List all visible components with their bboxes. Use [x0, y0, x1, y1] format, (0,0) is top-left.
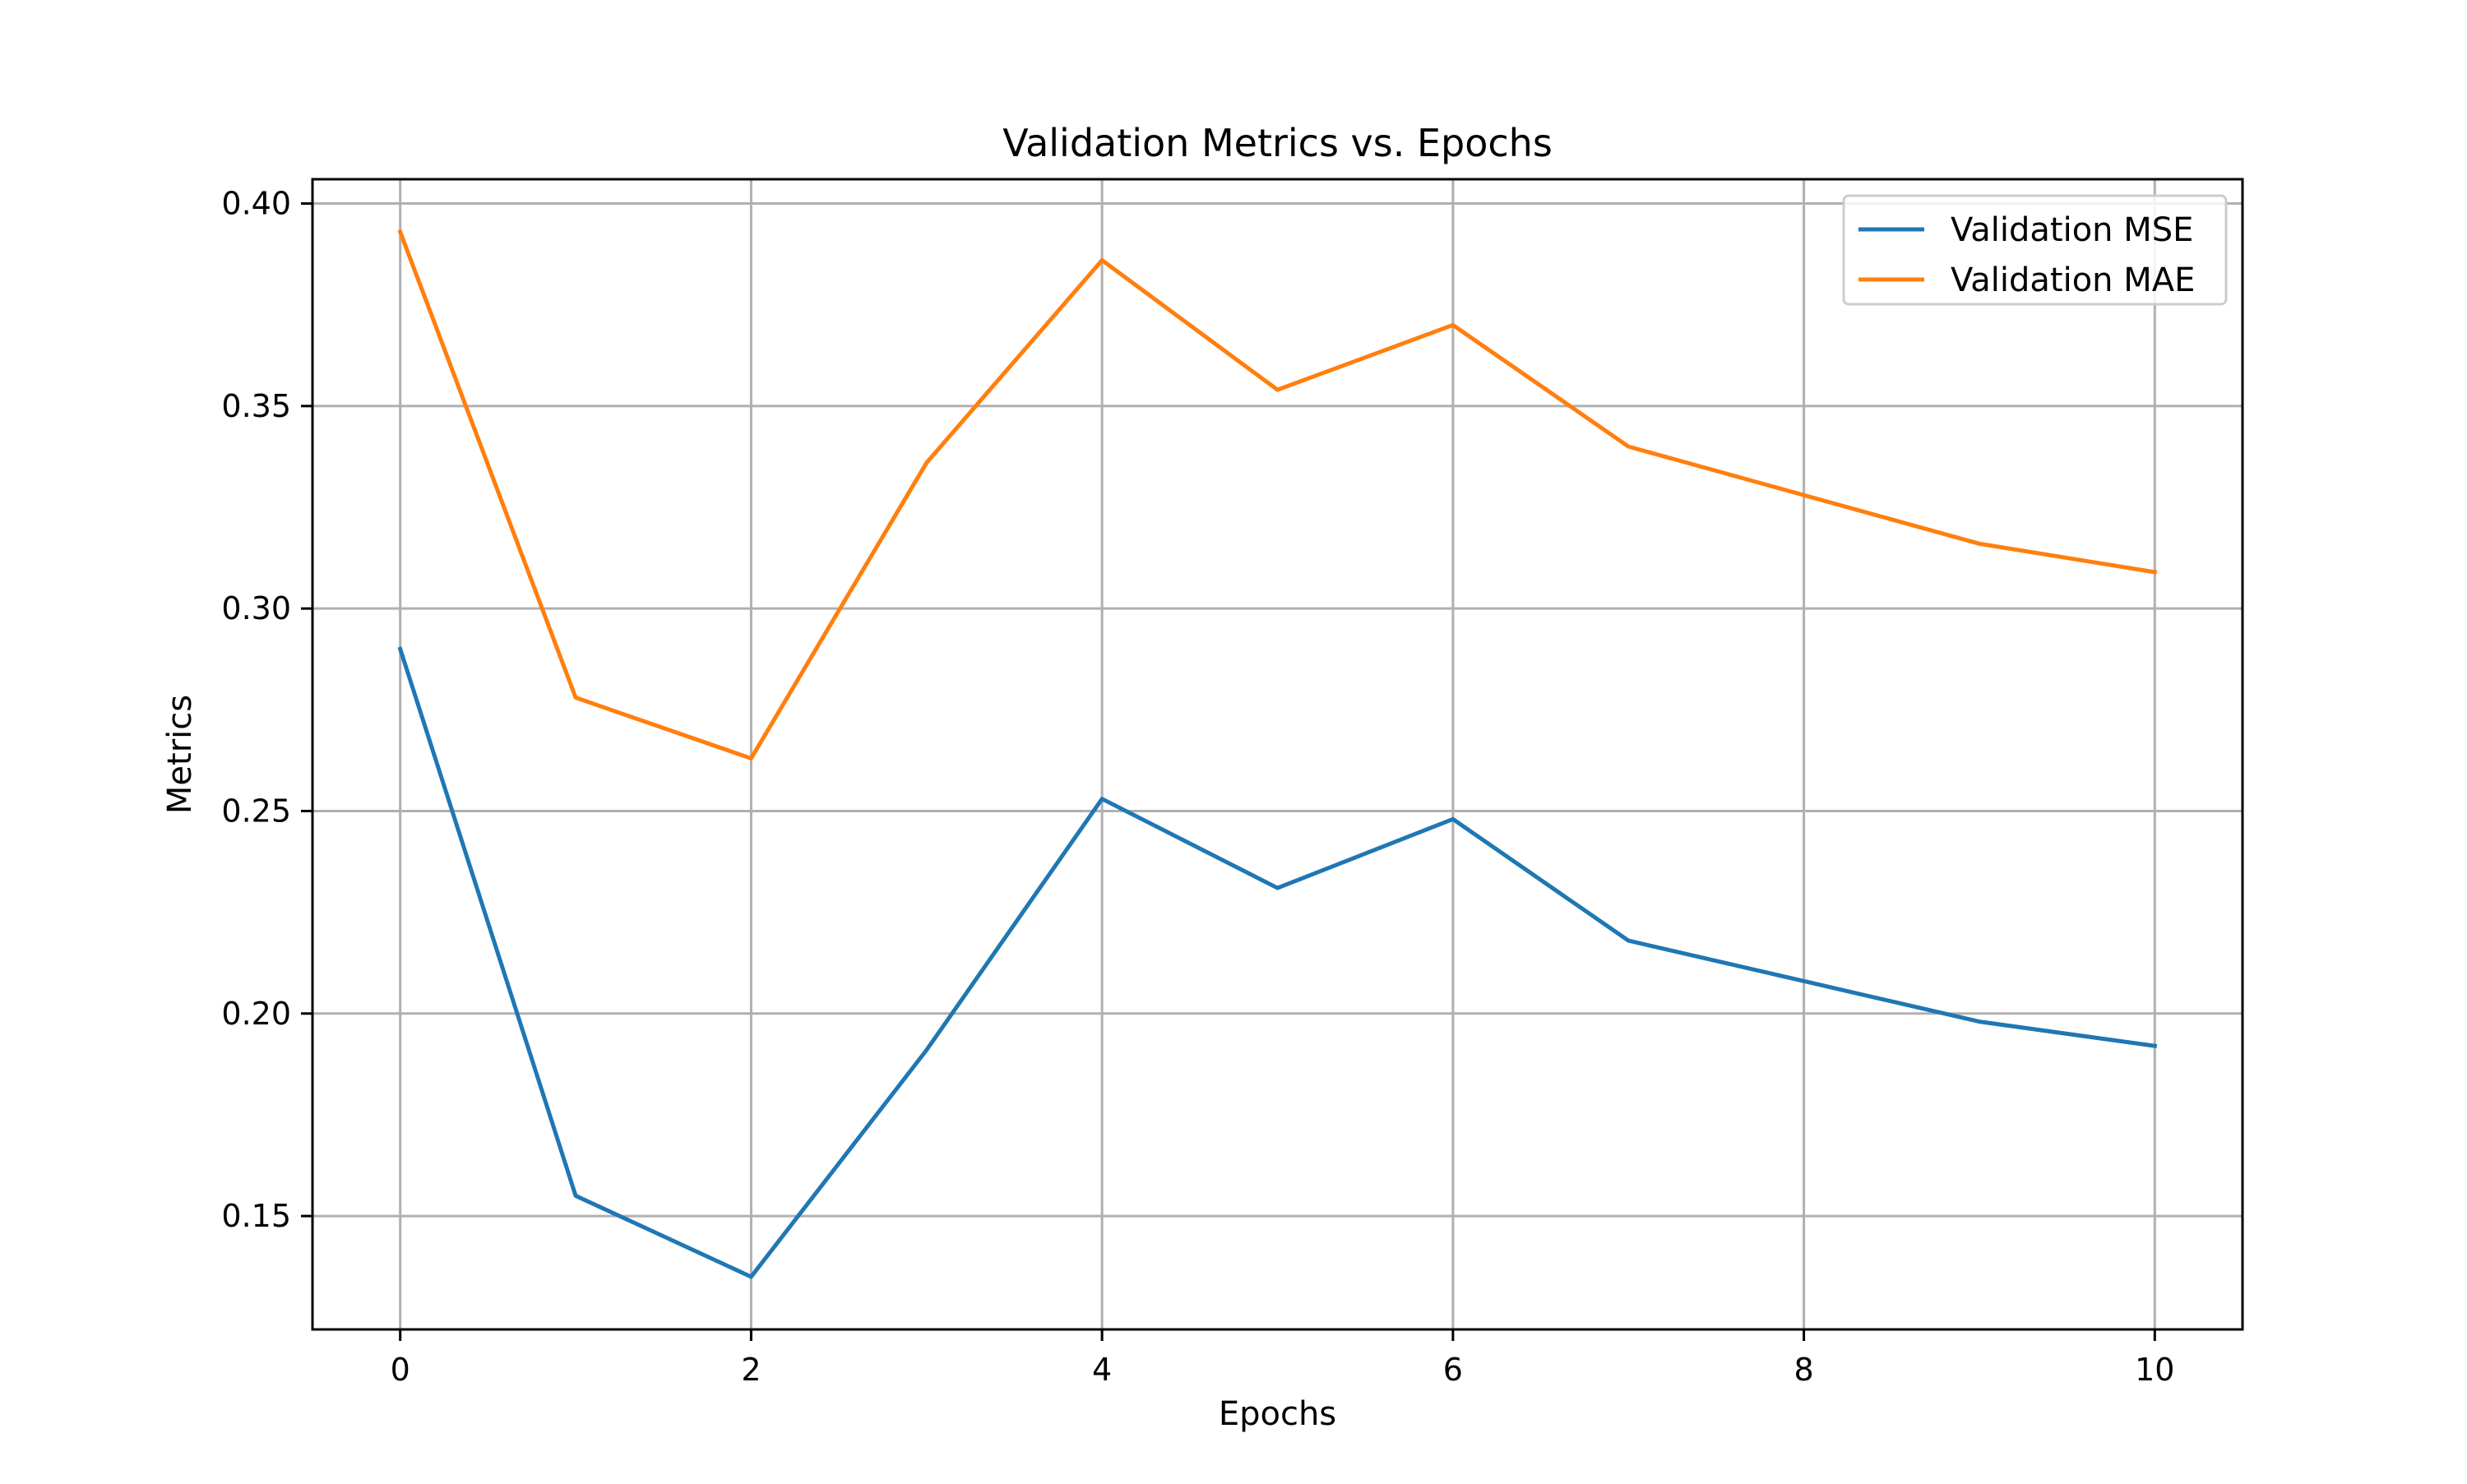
y-tick-label: 0.40 — [221, 186, 291, 222]
plot-frame — [311, 178, 2244, 1331]
x-tick-label: 4 — [1092, 1352, 1112, 1388]
x-tick-label: 0 — [391, 1352, 410, 1388]
x-tick-label: 2 — [741, 1352, 761, 1388]
legend-label-validation-mse: Validation MSE — [1951, 211, 2193, 249]
y-tick-label: 0.15 — [221, 1198, 291, 1234]
y-tick-label: 0.20 — [221, 996, 291, 1032]
x-tick-label: 10 — [2135, 1352, 2174, 1388]
legend-box — [1842, 194, 2228, 306]
x-tick-label: 8 — [1794, 1352, 1813, 1388]
y-tick-label: 0.25 — [221, 793, 291, 829]
x-axis-label: Epochs — [1219, 1395, 1336, 1433]
x-tick-label: 6 — [1443, 1352, 1463, 1388]
series-layer — [397, 229, 2158, 1279]
legend-label-validation-mae: Validation MAE — [1951, 261, 2195, 299]
y-tick-label: 0.30 — [221, 590, 291, 626]
tick-layer: 0 2 4 6 8 10 0.15 0.20 0.25 0.30 0.35 0.40 — [221, 186, 2174, 1388]
chart-title: Validation Metrics vs. Epochs — [1002, 121, 1553, 165]
y-tick-label: 0.35 — [221, 388, 291, 424]
y-axis-label: Metrics — [161, 695, 199, 814]
grid-layer — [312, 179, 2243, 1329]
series-line-validation-mse — [397, 646, 2158, 1279]
legend: Validation MSE Validation MAE — [1842, 194, 2228, 306]
series-line-validation-mae — [397, 229, 2158, 760]
